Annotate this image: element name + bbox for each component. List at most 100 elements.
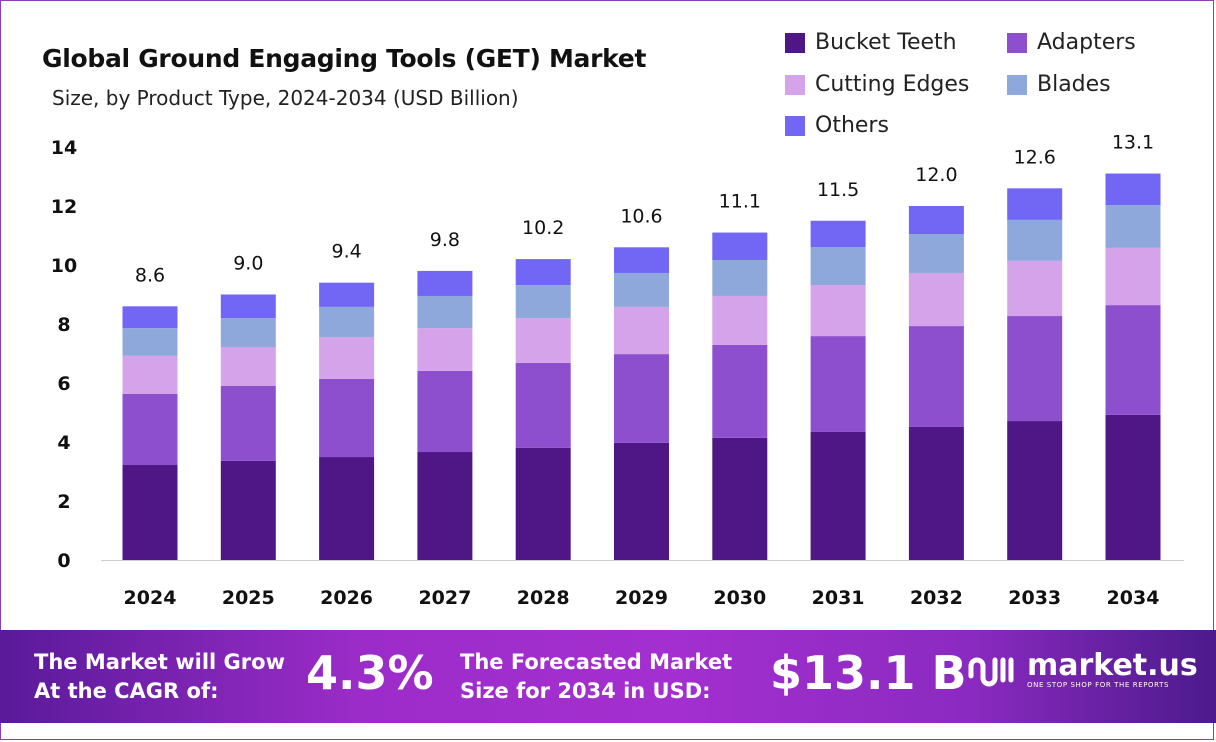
bar-segment-blades [712,259,768,296]
bar-segment-adapters [908,326,964,427]
x-tick-label: 2032 [910,587,963,609]
y-tick-label: 6 [57,373,70,395]
bar-segment-blades [515,285,571,319]
total-label: 9.4 [331,241,361,263]
bar-segment-adapters [515,362,571,448]
bar-segment-cutting-edges [220,347,276,386]
bar-segment-blades [810,247,866,286]
bar-chart: 0 2 4 6 8 10 12 14 8.6 2024 9.0 2025 9.4 2026 9.8 2027 1… [51,132,1184,609]
bar-segment-bucket-teeth [220,460,276,560]
forecast-label-line2: Size for 2034 in USD: [460,679,711,703]
bar-segment-others [1007,188,1063,220]
bar-segment-bucket-teeth [319,457,375,560]
bar-segment-cutting-edges [614,306,669,355]
total-label: 12.6 [1014,146,1056,168]
bar-segment-adapters [1105,305,1161,415]
x-tick-label: 2031 [812,587,865,609]
total-label: 12.0 [915,164,957,186]
bar-segment-adapters [614,354,669,443]
bar-segment-cutting-edges [908,272,964,327]
y-tick-label: 4 [57,432,70,454]
market-us-logo: market.us ONE STOP SHOP FOR THE REPORTS [965,650,1198,690]
bar-segment-bucket-teeth [1007,421,1063,560]
y-tick-label: 2 [57,491,70,513]
cagr-label-line2: At the CAGR of: [34,679,219,703]
y-tick-label: 12 [51,196,77,218]
bar-segment-blades [122,328,178,356]
bar-segment-blades [417,295,473,329]
legend-swatch [785,74,805,95]
bar-segment-adapters [122,393,178,466]
total-label: 11.5 [817,179,859,201]
bar-segment-blades [319,306,375,337]
bar-segment-adapters [220,385,276,461]
chart-title: Global Ground Engaging Tools (GET) Marke… [42,44,647,73]
total-label: 9.8 [430,229,460,251]
x-tick-label: 2026 [320,587,373,609]
bar-segment-others [1105,173,1161,206]
summary-banner: The Market will Grow At the CAGR of: 4.3… [0,630,1216,723]
bar-segment-blades [908,234,964,273]
bar-segment-cutting-edges [122,355,178,394]
total-label: 13.1 [1112,132,1154,154]
bar-segment-others [810,220,866,248]
bar-segment-adapters [810,336,866,432]
bar-segment-others [712,232,768,260]
bar-segment-blades [1007,219,1063,261]
chart-subtitle: Size, by Product Type, 2024-2034 (USD Bi… [52,86,519,110]
cagr-value: 4.3% [306,646,434,700]
legend-swatch [1007,74,1027,95]
bar-segment-adapters [712,344,768,438]
cagr-label-line1: The Market will Grow [34,650,285,674]
x-tick-label: 2024 [124,587,177,609]
x-tick-label: 2027 [418,587,471,609]
bar-segment-blades [220,318,276,348]
x-tick-label: 2028 [517,587,570,609]
bar-segment-cutting-edges [1007,260,1063,317]
bar-segment-cutting-edges [515,318,571,363]
bar-segment-bucket-teeth [122,465,178,560]
forecast-label-line1: The Forecasted Market [460,650,733,674]
x-tick-label: 2030 [713,587,766,609]
y-tick-label: 10 [51,255,77,277]
bar-segment-bucket-teeth [712,437,768,560]
forecast-label: The Forecasted Market Size for 2034 in U… [460,648,732,706]
legend-swatch [785,32,805,53]
legend-label: Blades [1037,72,1111,97]
bar-segment-others [908,206,964,235]
bar-segment-cutting-edges [712,295,768,345]
bar-segment-others [122,306,178,329]
total-label: 8.6 [135,264,165,286]
legend-item-cutting-edges: Cutting Edges [785,72,969,97]
bar-segment-adapters [1007,316,1063,422]
bar-segment-bucket-teeth [515,447,571,560]
legend-swatch [785,115,805,136]
legend-label: Others [815,113,889,138]
logo-tagline: ONE STOP SHOP FOR THE REPORTS [1027,681,1170,689]
bar-segment-blades [1105,205,1161,248]
legend-item-others: Others [785,113,889,138]
bar-segment-cutting-edges [1105,247,1161,306]
x-tick-label: 2033 [1008,587,1061,609]
legend-label: Adapters [1037,30,1136,55]
bar-segment-others [417,270,473,296]
x-tick-label: 2029 [615,587,668,609]
legend-label: Bucket Teeth [815,30,957,55]
bar-segment-others [614,247,669,273]
logo-name: market.us [1027,648,1198,683]
bar-segment-others [319,282,375,307]
legend-item-bucket-teeth: Bucket Teeth [785,30,957,55]
total-label: 10.2 [522,217,564,239]
bar-segment-bucket-teeth [417,452,473,560]
bar-segment-bucket-teeth [810,431,866,560]
bar-segment-cutting-edges [319,336,375,379]
total-label: 10.6 [620,205,662,227]
bar-segment-cutting-edges [417,328,473,371]
bar-segment-cutting-edges [810,285,866,337]
logo-icon [968,657,1014,687]
bar-segment-bucket-teeth [1105,414,1161,560]
bar-segment-bucket-teeth [614,442,669,560]
y-tick-label: 0 [57,550,70,572]
total-label: 11.1 [719,191,761,213]
